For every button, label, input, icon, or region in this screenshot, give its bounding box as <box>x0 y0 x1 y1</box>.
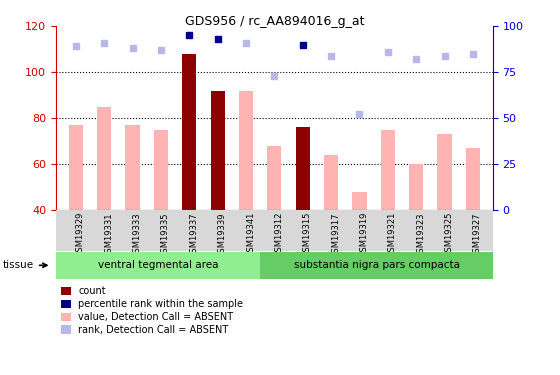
Bar <box>437 134 452 210</box>
Text: GSM19323: GSM19323 <box>416 212 425 258</box>
Text: GSM19329: GSM19329 <box>76 212 85 257</box>
Bar <box>296 128 310 210</box>
Bar <box>409 164 423 210</box>
Bar <box>182 54 197 210</box>
Text: GSM19317: GSM19317 <box>331 212 340 258</box>
FancyBboxPatch shape <box>56 252 260 279</box>
Legend: count, percentile rank within the sample, value, Detection Call = ABSENT, rank, : count, percentile rank within the sample… <box>61 286 244 335</box>
Text: GSM19339: GSM19339 <box>218 212 227 258</box>
Bar <box>239 91 253 210</box>
Text: GSM19331: GSM19331 <box>104 212 113 258</box>
Text: tissue: tissue <box>3 260 47 270</box>
Text: GSM19341: GSM19341 <box>246 212 255 257</box>
Bar <box>211 91 225 210</box>
Bar <box>267 146 282 210</box>
Bar <box>69 125 83 210</box>
Text: GSM19319: GSM19319 <box>360 212 368 257</box>
Bar <box>381 130 395 210</box>
Text: GSM19337: GSM19337 <box>189 212 198 258</box>
Bar <box>211 91 225 210</box>
Bar <box>352 192 367 210</box>
Text: GSM19333: GSM19333 <box>133 212 142 258</box>
Bar <box>154 130 168 210</box>
Text: GSM19335: GSM19335 <box>161 212 170 258</box>
Bar <box>466 148 480 210</box>
Text: GDS956 / rc_AA894016_g_at: GDS956 / rc_AA894016_g_at <box>185 15 364 28</box>
Bar <box>125 125 139 210</box>
FancyBboxPatch shape <box>260 252 493 279</box>
Text: GSM19327: GSM19327 <box>473 212 482 258</box>
Bar <box>97 106 111 210</box>
Text: GSM19315: GSM19315 <box>303 212 312 257</box>
Text: GSM19325: GSM19325 <box>445 212 454 257</box>
Text: GSM19321: GSM19321 <box>388 212 397 257</box>
Text: substantia nigra pars compacta: substantia nigra pars compacta <box>293 260 460 270</box>
Text: GSM19312: GSM19312 <box>274 212 283 257</box>
Text: ventral tegmental area: ventral tegmental area <box>98 260 218 270</box>
Bar <box>324 155 338 210</box>
